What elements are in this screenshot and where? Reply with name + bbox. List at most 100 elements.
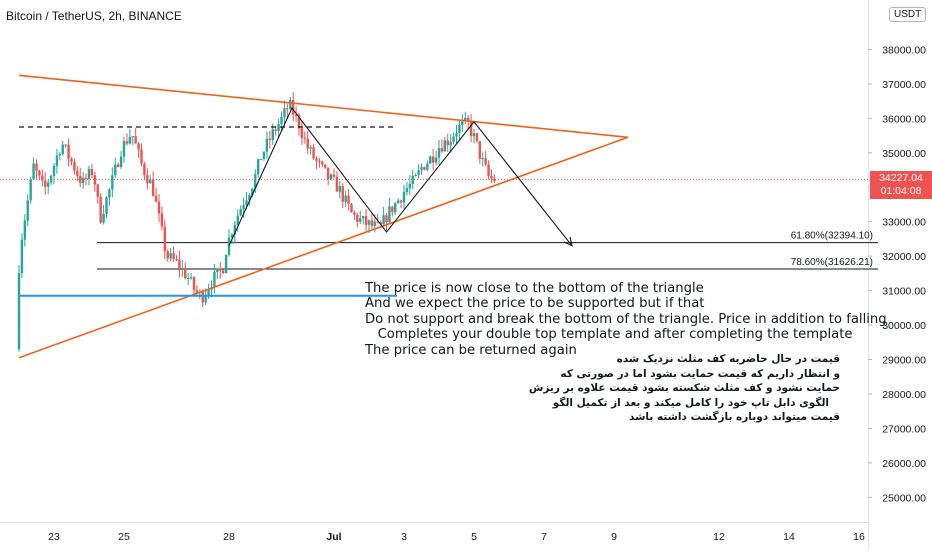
candle-body [411, 175, 414, 184]
candle-body [464, 117, 467, 122]
candle-body [361, 216, 365, 219]
candle-body [192, 277, 196, 291]
candle-body [248, 195, 251, 201]
candle-body [207, 289, 210, 296]
english-annotation[interactable]: The price is now close to the bottom of … [365, 281, 887, 358]
currency-badge[interactable]: USDT [889, 7, 927, 22]
candle-body [391, 206, 394, 213]
candle-body [254, 174, 257, 189]
candle-body [452, 136, 455, 142]
candle-body [461, 121, 464, 125]
time-tick-label: 5 [471, 531, 477, 543]
price-axis[interactable]: 25000.00 26000.00 27000.00 28000.00 29000.00… [868, 44, 926, 504]
price-tick-label: 33000.00 [882, 217, 926, 229]
time-tick-label: 23 [48, 531, 60, 543]
candle-body [128, 136, 132, 144]
candle-body [277, 124, 280, 132]
candle-body [309, 147, 312, 149]
candle-body [157, 201, 161, 214]
candle-body [408, 183, 412, 189]
candle-body [29, 179, 32, 201]
candle-body [236, 215, 239, 225]
candle-body [280, 116, 283, 125]
persian-annotation[interactable]: قیمت در حال حاضربه کف مثلث نزدیک شده و ا… [528, 353, 840, 424]
candle-body [423, 167, 426, 170]
candle-body [318, 160, 321, 162]
candle-body [434, 157, 438, 163]
candle-body [335, 176, 339, 192]
candle-body [329, 174, 333, 179]
candle-body [227, 237, 231, 255]
price-tick-label: 29000.00 [882, 355, 926, 367]
candle-body [178, 259, 181, 269]
price-tick-label: 38000.00 [882, 44, 926, 56]
candle-body [417, 170, 420, 175]
candle-body [172, 253, 175, 259]
candle-body [326, 167, 330, 179]
candle-body [105, 197, 108, 215]
time-tick-label: 12 [713, 531, 725, 543]
candle-body [41, 175, 44, 181]
candle-body [213, 271, 216, 288]
candle-body [262, 151, 266, 159]
candle-body [73, 161, 76, 171]
candle-body [429, 156, 432, 164]
candle-body [356, 214, 359, 222]
candlestick-series [17, 92, 496, 352]
candle-body [466, 117, 470, 122]
candle-body [437, 148, 441, 158]
candle-body [297, 114, 301, 129]
candle-body [17, 273, 21, 350]
candle-body [49, 175, 53, 183]
candle-body [81, 177, 85, 184]
candle-body [32, 163, 35, 180]
triangle-lower-line[interactable] [18, 136, 629, 359]
price-tick-label: 27000.00 [882, 423, 926, 435]
price-tick-label: 35000.00 [882, 148, 926, 160]
candle-body [394, 203, 397, 213]
candle-body [388, 206, 391, 223]
candle-body [347, 195, 350, 204]
candle-body [67, 144, 70, 159]
candle-body [291, 99, 295, 115]
price-tick-label: 37000.00 [882, 79, 926, 91]
candle-body [426, 163, 429, 170]
time-tick-label: Jul [326, 531, 341, 543]
last-price-value: 34227.04 [879, 172, 923, 184]
candle-body [364, 216, 368, 225]
candle-body [344, 195, 347, 202]
candle-body [341, 186, 344, 202]
candle-body [61, 144, 64, 155]
candle-body [44, 180, 47, 187]
candle-body [484, 158, 487, 165]
drawing-tools[interactable] [18, 74, 629, 359]
double-top-path[interactable] [228, 106, 573, 247]
candle-body [93, 175, 97, 185]
candle-body [242, 204, 245, 210]
candle-body [475, 133, 479, 142]
candle-body [84, 177, 88, 179]
candle-body [440, 148, 444, 152]
last-price-badge: 34227.04 01:04:08 [870, 171, 932, 199]
symbol-title[interactable]: Bitcoin / TetherUS, 2h, BINANCE [6, 9, 182, 23]
time-tick-label: 28 [223, 531, 235, 543]
candle-body [286, 108, 289, 110]
candle-body [443, 140, 447, 152]
candle-body [184, 268, 187, 279]
time-tick-label: 14 [783, 531, 795, 543]
candle-body [367, 220, 371, 225]
candle-body [449, 141, 452, 146]
candle-body [256, 159, 260, 175]
candle-body [312, 147, 315, 159]
candle-body [283, 108, 286, 117]
candle-body [245, 200, 248, 205]
candle-body [175, 258, 178, 260]
time-axis[interactable]: 23 25 28 Jul 3 5 7 9 12 14 16 [48, 531, 865, 543]
candle-body [181, 268, 184, 270]
triangle-upper-line[interactable] [18, 74, 629, 139]
candle-body [146, 175, 149, 184]
candle-body [431, 156, 435, 163]
candle-body [58, 154, 62, 156]
